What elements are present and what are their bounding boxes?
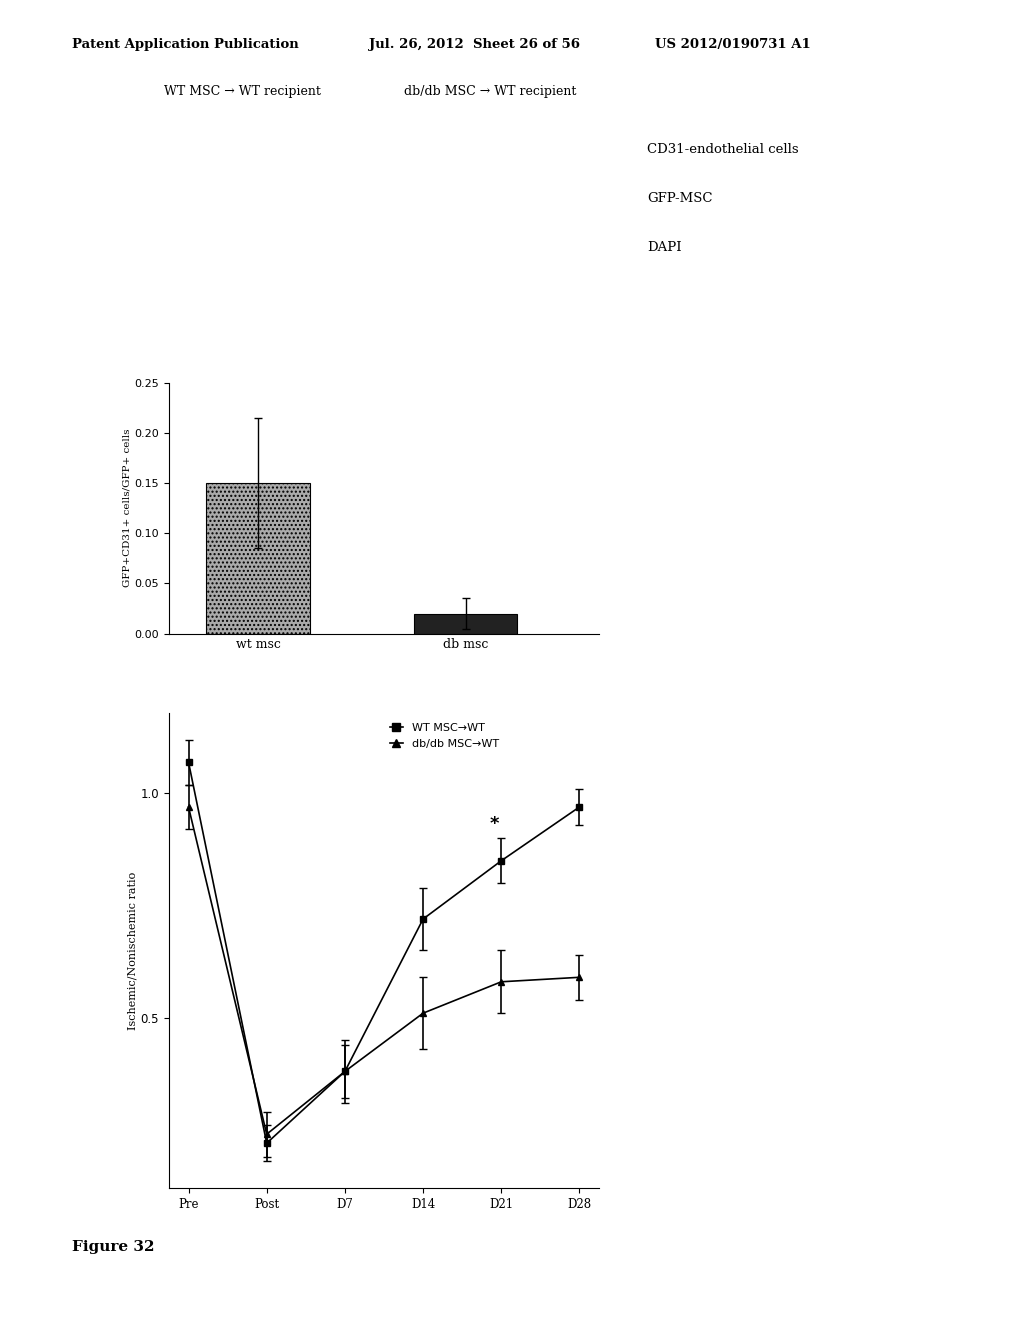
Text: WT MSC → WT recipient: WT MSC → WT recipient: [164, 84, 321, 98]
Text: US 2012/0190731 A1: US 2012/0190731 A1: [655, 37, 811, 50]
Text: *: *: [489, 816, 499, 833]
Y-axis label: Ischemic/Nonischemic ratio: Ischemic/Nonischemic ratio: [128, 871, 138, 1030]
Text: CD31-endothelial cells: CD31-endothelial cells: [647, 143, 799, 156]
Text: db/db MSC → WT recipient: db/db MSC → WT recipient: [404, 84, 577, 98]
Text: Figure 32: Figure 32: [72, 1241, 155, 1254]
Bar: [414, 614, 517, 634]
Legend: WT MSC→WT, db/db MSC→WT: WT MSC→WT, db/db MSC→WT: [389, 723, 499, 748]
Text: GFP-MSC: GFP-MSC: [647, 191, 713, 205]
Y-axis label: GFP+CD31+ cells/GFP+ cells: GFP+CD31+ cells/GFP+ cells: [123, 429, 132, 587]
Text: Jul. 26, 2012  Sheet 26 of 56: Jul. 26, 2012 Sheet 26 of 56: [369, 37, 580, 50]
Text: DAPI: DAPI: [647, 240, 682, 253]
Text: Patent Application Publication: Patent Application Publication: [72, 37, 298, 50]
Bar: [206, 483, 310, 634]
